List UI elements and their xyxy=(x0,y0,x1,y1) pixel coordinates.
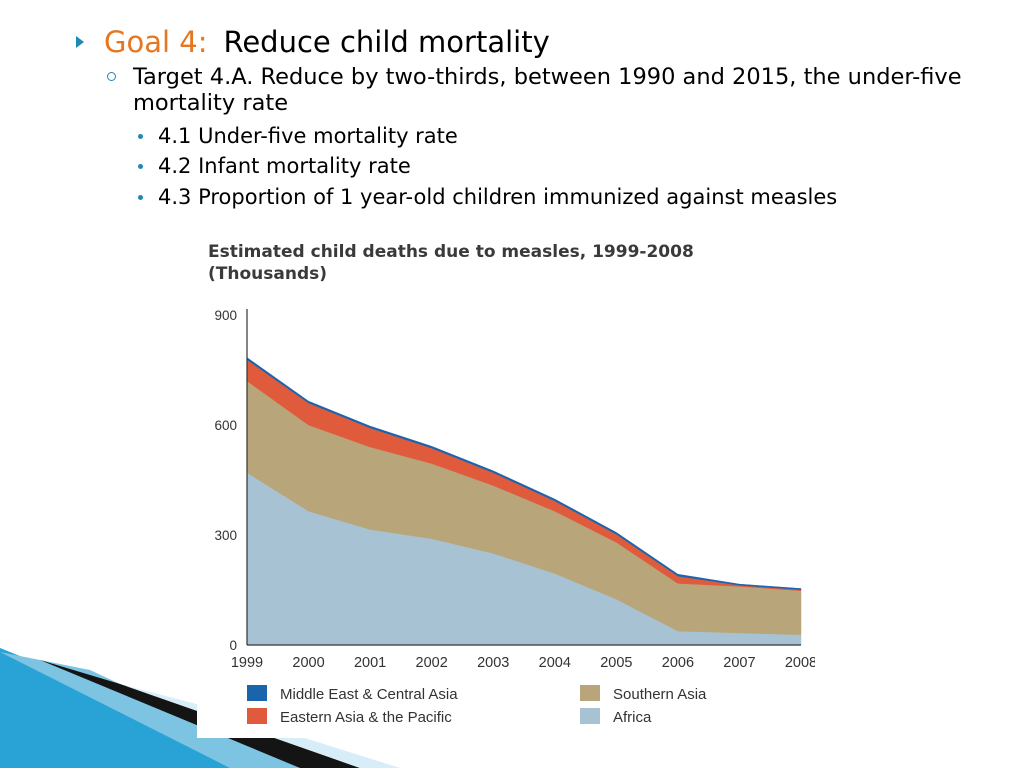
chart-title-line1: Estimated child deaths due to measles, 1… xyxy=(208,242,694,262)
dot-bullet-icon xyxy=(138,195,143,200)
x-tick-label: 2005 xyxy=(600,655,632,671)
dot-bullet-icon xyxy=(138,164,143,169)
arrow-bullet-icon xyxy=(76,36,84,48)
x-tick-label: 2008 xyxy=(785,655,815,671)
ring-bullet-icon xyxy=(107,72,116,81)
y-tick-label: 0 xyxy=(229,638,237,653)
target-text: Reduce by two-thirds, between 1990 and 2… xyxy=(133,64,962,116)
goal-text: Reduce child mortality xyxy=(223,25,550,59)
chart-title-line2: (Thousands) xyxy=(208,264,327,284)
legend-swatch xyxy=(580,685,600,701)
target-label: Target 4.A. xyxy=(133,64,254,90)
goal-label: Goal 4: xyxy=(104,25,208,59)
y-tick-label: 900 xyxy=(214,308,237,323)
legend-label: Eastern Asia & the Pacific xyxy=(280,709,452,726)
chart-title: Estimated child deaths due to measles, 1… xyxy=(208,241,694,285)
indicator-item: 4.1 Under-five mortality rate xyxy=(158,124,458,148)
y-tick-label: 300 xyxy=(214,528,237,543)
indicator-item: 4.3 Proportion of 1 year-old children im… xyxy=(158,185,838,209)
legend-label: Middle East & Central Asia xyxy=(280,686,458,703)
x-tick-label: 2003 xyxy=(477,655,509,671)
legend-label: Southern Asia xyxy=(613,686,707,703)
x-tick-label: 2000 xyxy=(292,655,324,671)
legend-label: Africa xyxy=(613,709,652,726)
x-tick-label: 2004 xyxy=(539,655,571,671)
y-tick-label: 600 xyxy=(214,418,237,433)
stacked-area-chart: 0 300 600 900 1999 2000 2001 2002 2003 2004 2005 20… xyxy=(214,308,815,726)
x-tick-label: 1999 xyxy=(231,655,263,671)
legend-swatch xyxy=(580,708,600,724)
x-tick-label: 2007 xyxy=(723,655,755,671)
x-tick-label: 2001 xyxy=(354,655,386,671)
x-tick-label: 2002 xyxy=(416,655,448,671)
dot-bullet-icon xyxy=(138,134,143,139)
target-line: Target 4.A. Reduce by two-thirds, betwee… xyxy=(133,64,973,116)
indicator-item: 4.2 Infant mortality rate xyxy=(158,154,411,178)
goal-heading: Goal 4: Reduce child mortality xyxy=(104,24,550,60)
legend-swatch xyxy=(247,685,267,701)
area-series-middle-east-central-asia xyxy=(246,357,802,590)
legend-swatch xyxy=(247,708,267,724)
x-tick-label: 2006 xyxy=(662,655,694,671)
